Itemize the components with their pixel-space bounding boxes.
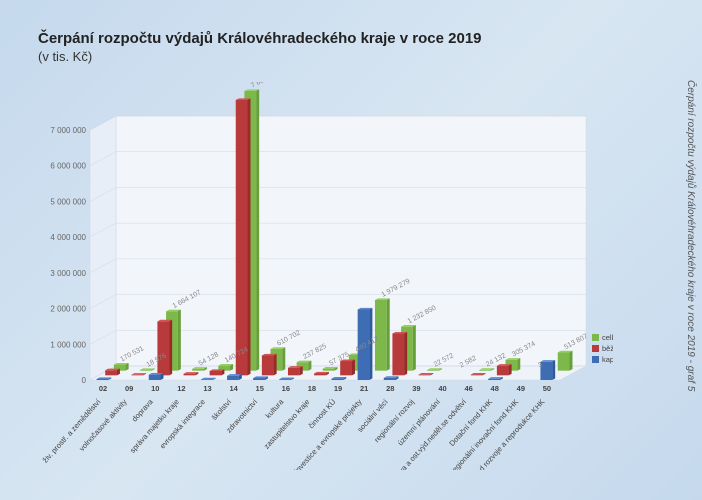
svg-text:14: 14 <box>229 384 238 393</box>
svg-text:40: 40 <box>438 384 446 393</box>
svg-text:kultura: kultura <box>264 397 286 420</box>
svg-text:46: 46 <box>464 384 472 393</box>
svg-text:běžné v.: běžné v. <box>602 344 613 353</box>
svg-text:19: 19 <box>334 384 342 393</box>
chart-plot: 0 1 000 000 2 000 000 3 000 000 4 000 000 5 0… <box>38 82 613 470</box>
svg-text:15: 15 <box>256 384 264 393</box>
svg-text:49: 49 <box>517 384 525 393</box>
svg-text:4 000 000: 4 000 000 <box>50 233 86 242</box>
svg-text:kapitál. výdaje: kapitál. výdaje <box>602 355 613 364</box>
svg-text:21: 21 <box>360 384 368 393</box>
svg-text:09: 09 <box>125 384 133 393</box>
svg-text:školství: školství <box>210 397 234 422</box>
svg-text:2 000 000: 2 000 000 <box>50 305 86 314</box>
chart-subtitle: (v tis. Kč) <box>38 49 613 64</box>
svg-text:50: 50 <box>543 384 551 393</box>
svg-text:7 833 058: 7 833 058 <box>250 82 281 90</box>
svg-text:02: 02 <box>99 384 107 393</box>
svg-text:3 000 000: 3 000 000 <box>50 269 86 278</box>
svg-text:celkem: celkem <box>602 333 613 342</box>
svg-text:5 000 000: 5 000 000 <box>50 197 86 206</box>
svg-text:39: 39 <box>412 384 420 393</box>
svg-text:1 000 000: 1 000 000 <box>50 340 86 349</box>
svg-text:48: 48 <box>491 384 499 393</box>
chart-title: Čerpání rozpočtu výdajů Královéhradeckéh… <box>38 30 613 47</box>
side-caption: Čerpání rozpočtu výdajů Královéhradeckéh… <box>676 80 696 460</box>
svg-text:zastupitelstvo kraje: zastupitelstvo kraje <box>262 397 311 450</box>
svg-text:volnočasové aktivity: volnočasové aktivity <box>77 397 128 453</box>
svg-text:16: 16 <box>282 384 290 393</box>
svg-text:7 000 000: 7 000 000 <box>50 126 86 135</box>
svg-text:12: 12 <box>177 384 185 393</box>
svg-text:18: 18 <box>308 384 316 393</box>
svg-text:správa majetku kraje: správa majetku kraje <box>128 397 181 454</box>
svg-text:doprava: doprava <box>130 397 155 424</box>
svg-text:6 000 000: 6 000 000 <box>50 162 86 171</box>
svg-text:0: 0 <box>82 376 87 385</box>
svg-text:13: 13 <box>203 384 211 393</box>
svg-text:10: 10 <box>151 384 159 393</box>
svg-text:28: 28 <box>386 384 394 393</box>
svg-text:evropská integrace: evropská integrace <box>158 397 207 450</box>
